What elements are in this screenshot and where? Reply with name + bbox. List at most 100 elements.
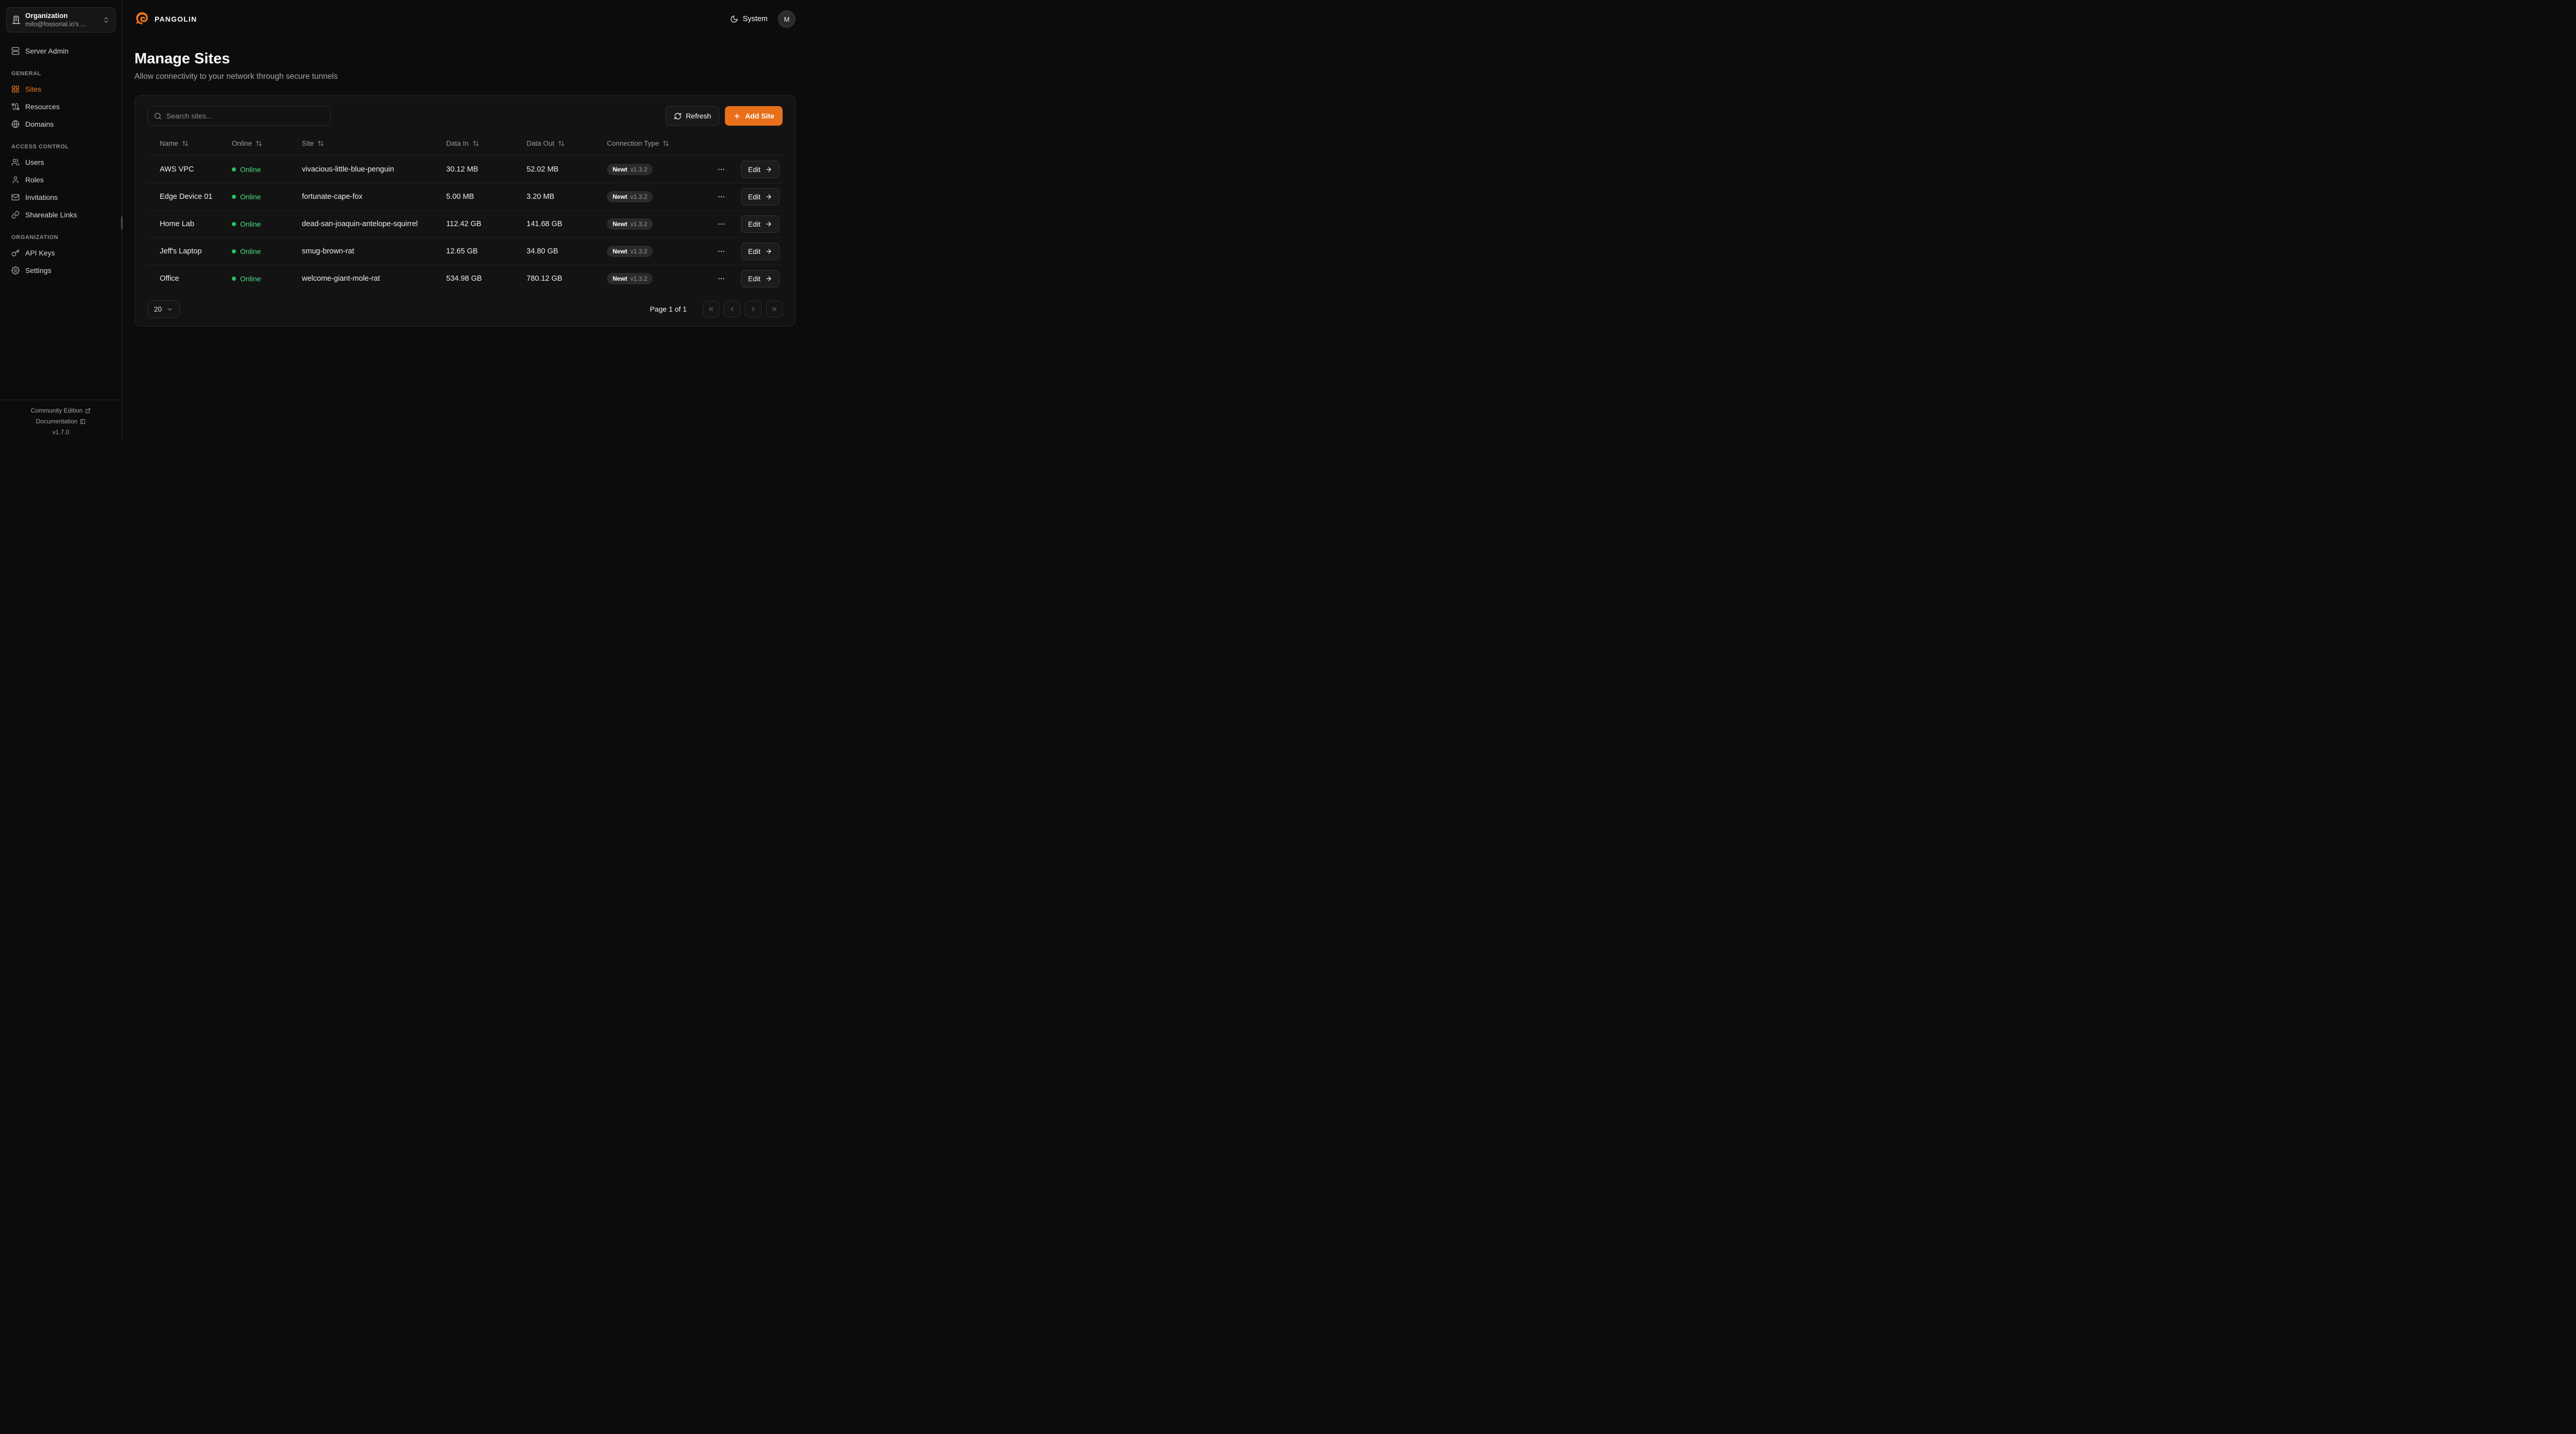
next-page-button[interactable]: [745, 301, 761, 317]
last-page-button[interactable]: [766, 301, 783, 317]
sidebar-item-roles[interactable]: Roles: [6, 172, 115, 188]
search-input[interactable]: [166, 112, 324, 120]
row-menu-button[interactable]: [715, 245, 727, 258]
data-in: 30.12 MB: [446, 165, 479, 174]
column-header-online[interactable]: Online: [232, 140, 302, 147]
online-status: Online: [232, 247, 302, 255]
sidebar-item-invitations[interactable]: Invitations: [6, 189, 115, 206]
sort-icon: [472, 140, 479, 147]
prev-page-button[interactable]: [724, 301, 740, 317]
connection-type-badge: Newt v1.3.2: [607, 191, 653, 202]
toolbar-actions: Refresh Add Site: [666, 106, 783, 126]
table-body: AWS VPC Online vivacious-little-blue-pen…: [147, 156, 783, 292]
sidebar-item-label: Settings: [25, 266, 52, 275]
sidebar-main: Organization milo@fossorial.io's ... Ser…: [0, 0, 122, 400]
first-page-button[interactable]: [703, 301, 719, 317]
online-dot: [232, 277, 236, 281]
column-header-site[interactable]: Site: [302, 140, 446, 147]
column-header-data-in[interactable]: Data In: [446, 140, 527, 147]
brand[interactable]: PANGOLIN: [134, 11, 197, 27]
sidebar-item-settings[interactable]: Settings: [6, 262, 115, 279]
row-actions: Edit: [715, 270, 779, 287]
app-version: v1.7.0: [52, 429, 70, 436]
sidebar-item-label: Server Admin: [25, 47, 69, 55]
edit-button[interactable]: Edit: [740, 270, 779, 287]
data-out: 780.12 GB: [527, 275, 563, 283]
ellipsis-icon: [718, 278, 724, 280]
community-edition-link[interactable]: Community Edition: [5, 407, 116, 414]
row-menu-button[interactable]: [715, 218, 727, 230]
plus-icon: [733, 112, 741, 120]
connection-type-badge: Newt v1.3.2: [607, 273, 653, 284]
column-header-name[interactable]: Name: [160, 140, 232, 147]
sort-icon: [256, 140, 262, 147]
connection-version: v1.3.2: [630, 248, 648, 255]
connection-name: Newt: [613, 165, 628, 173]
chevron-right-icon: [752, 306, 755, 312]
online-label: Online: [240, 220, 261, 228]
add-site-button[interactable]: Add Site: [725, 106, 783, 126]
edit-button[interactable]: Edit: [740, 160, 779, 178]
table-row: Office Online welcome-giant-mole-rat 534…: [147, 265, 783, 292]
table-row: Home Lab Online dead-san-joaquin-antelop…: [147, 210, 783, 237]
add-site-label: Add Site: [745, 112, 774, 120]
org-picker[interactable]: Organization milo@fossorial.io's ...: [6, 7, 115, 32]
sidebar-item-resources[interactable]: Resources: [6, 98, 115, 115]
column-header-data-out[interactable]: Data Out: [527, 140, 607, 147]
key-icon: [11, 249, 20, 257]
online-label: Online: [240, 193, 261, 201]
chevrons-left-icon: [708, 307, 714, 311]
chevron-down-icon: [166, 306, 173, 313]
online-status: Online: [232, 193, 302, 201]
org-picker-subtitle: milo@fossorial.io's ...: [25, 21, 86, 28]
sidebar-item-users[interactable]: Users: [6, 154, 115, 170]
sidebar-item-label: Resources: [25, 103, 60, 111]
org-picker-title: Organization: [25, 12, 68, 20]
connection-type-badge: Newt v1.3.2: [607, 218, 653, 230]
data-in: 12.65 GB: [446, 247, 478, 255]
column-label: Name: [160, 140, 179, 147]
chevrons-up-down-icon: [103, 16, 110, 24]
column-label: Site: [302, 140, 314, 147]
connection-name: Newt: [613, 193, 628, 200]
column-label: Online: [232, 140, 252, 147]
page-size-select[interactable]: 20: [147, 300, 180, 318]
connection-name: Newt: [613, 275, 628, 282]
documentation-link[interactable]: Documentation: [5, 418, 116, 425]
edit-button[interactable]: Edit: [740, 215, 779, 233]
edit-button[interactable]: Edit: [740, 243, 779, 260]
documentation-label: Documentation: [36, 418, 78, 425]
gear-icon: [11, 266, 20, 275]
row-menu-button[interactable]: [715, 191, 727, 203]
edit-button[interactable]: Edit: [740, 188, 779, 206]
row-menu-button[interactable]: [715, 272, 727, 285]
refresh-icon: [674, 112, 682, 120]
ellipsis-icon: [718, 168, 724, 170]
section-title-organization: ORGANIZATION: [11, 234, 59, 241]
site-name: Jeff's Laptop: [160, 247, 202, 255]
data-in: 5.00 MB: [446, 193, 474, 201]
row-menu-button[interactable]: [715, 163, 727, 176]
building-icon: [12, 15, 21, 24]
page-info: Page 1 of 1: [650, 305, 687, 313]
edit-label: Edit: [748, 220, 760, 228]
data-out: 34.80 GB: [527, 247, 558, 255]
topbar-right: System M: [730, 10, 795, 28]
row-actions: Edit: [715, 243, 779, 260]
ellipsis-icon: [718, 223, 724, 225]
connection-version: v1.3.2: [630, 165, 648, 173]
sidebar-item-api-keys[interactable]: API Keys: [6, 245, 115, 261]
avatar[interactable]: M: [778, 10, 795, 28]
sidebar-item-sites[interactable]: Sites: [6, 81, 115, 97]
theme-toggle[interactable]: System: [730, 15, 768, 23]
brand-name: PANGOLIN: [155, 15, 197, 23]
sidebar-item-shareable-links[interactable]: Shareable Links: [6, 207, 115, 223]
external-link-icon: [85, 408, 91, 414]
sidebar-scrollbar-thumb[interactable]: [121, 216, 123, 230]
sidebar-item-server-admin[interactable]: Server Admin: [6, 43, 115, 59]
page-size-value: 20: [154, 305, 162, 313]
column-header-connection-type[interactable]: Connection Type: [607, 140, 779, 147]
refresh-button[interactable]: Refresh: [666, 106, 720, 126]
data-in: 112.42 GB: [446, 220, 482, 228]
sidebar-item-domains[interactable]: Domains: [6, 116, 115, 132]
